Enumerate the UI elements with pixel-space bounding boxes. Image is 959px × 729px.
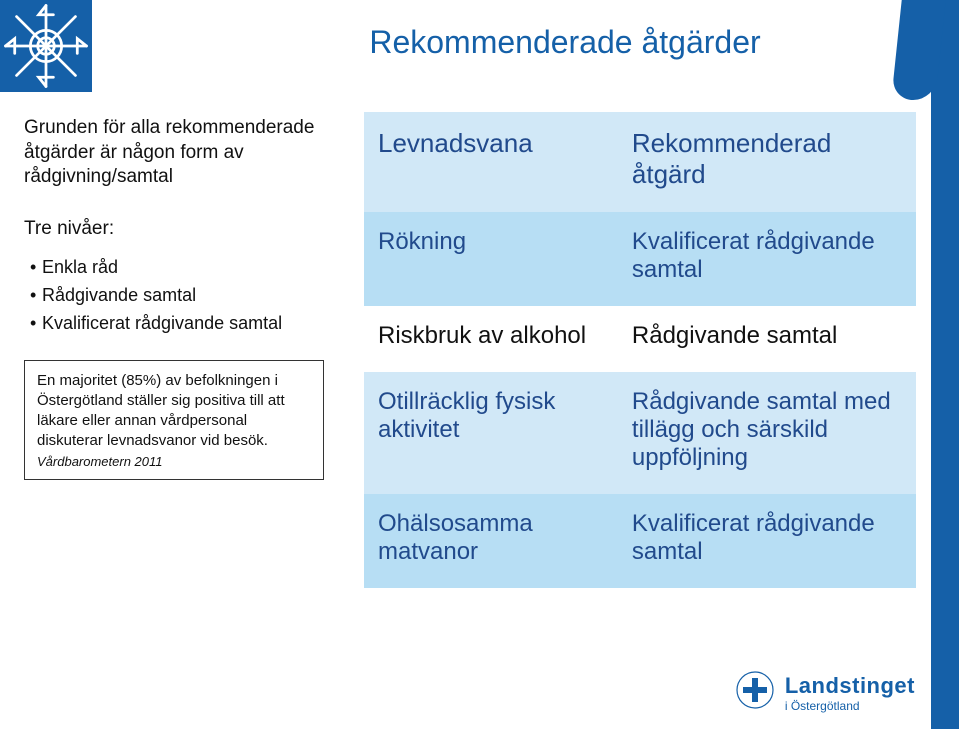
stat-text: En majoritet (85%) av befolkningen i Öst… [37, 371, 311, 452]
stat-source: Vårdbarometern 2011 [37, 454, 311, 469]
table-header-b: Rekommenderad åtgärd [618, 112, 916, 212]
levels-item: Rådgivande samtal [30, 282, 344, 310]
table-cell: Kvalificerat rådgivande samtal [618, 494, 916, 588]
footer-logo: Landstinget i Östergötland [735, 670, 915, 715]
levels-label: Tre nivåer: [24, 218, 344, 240]
slide-title: Rekommenderade åtgärder [240, 24, 890, 61]
table-cell: Kvalificerat rådgivande samtal [618, 212, 916, 306]
table-cell: Rådgivande samtal [618, 306, 916, 372]
table-cell: Riskbruk av alkohol [364, 306, 618, 372]
footer-sub: i Östergötland [785, 699, 915, 713]
levels-item: Kvalificerat rådgivande samtal [30, 310, 344, 338]
footer-main: Landstinget [785, 673, 915, 699]
recommendations-table: Levnadsvana Rekommenderad åtgärd Rökning… [364, 112, 916, 588]
table-header-a: Levnadsvana [364, 112, 618, 212]
table-cell: Otillräcklig fysisk aktivitet [364, 372, 618, 494]
table-cell: Rådgivande samtal med tillägg och särski… [618, 372, 916, 494]
levels-item: Enkla råd [30, 254, 344, 282]
stat-box: En majoritet (85%) av befolkningen i Öst… [24, 360, 324, 480]
right-stripe [931, 0, 959, 729]
table-cell: Ohälsosamma matvanor [364, 494, 618, 588]
levels-list: Enkla råd Rådgivande samtal Kvalificerat… [30, 254, 344, 338]
left-column: Grunden för alla rekommenderade åtgärder… [24, 116, 344, 480]
landstinget-icon [735, 670, 775, 715]
intro-text: Grunden för alla rekommenderade åtgärder… [24, 116, 344, 190]
county-logo [0, 0, 92, 92]
table-cell: Rökning [364, 212, 618, 306]
